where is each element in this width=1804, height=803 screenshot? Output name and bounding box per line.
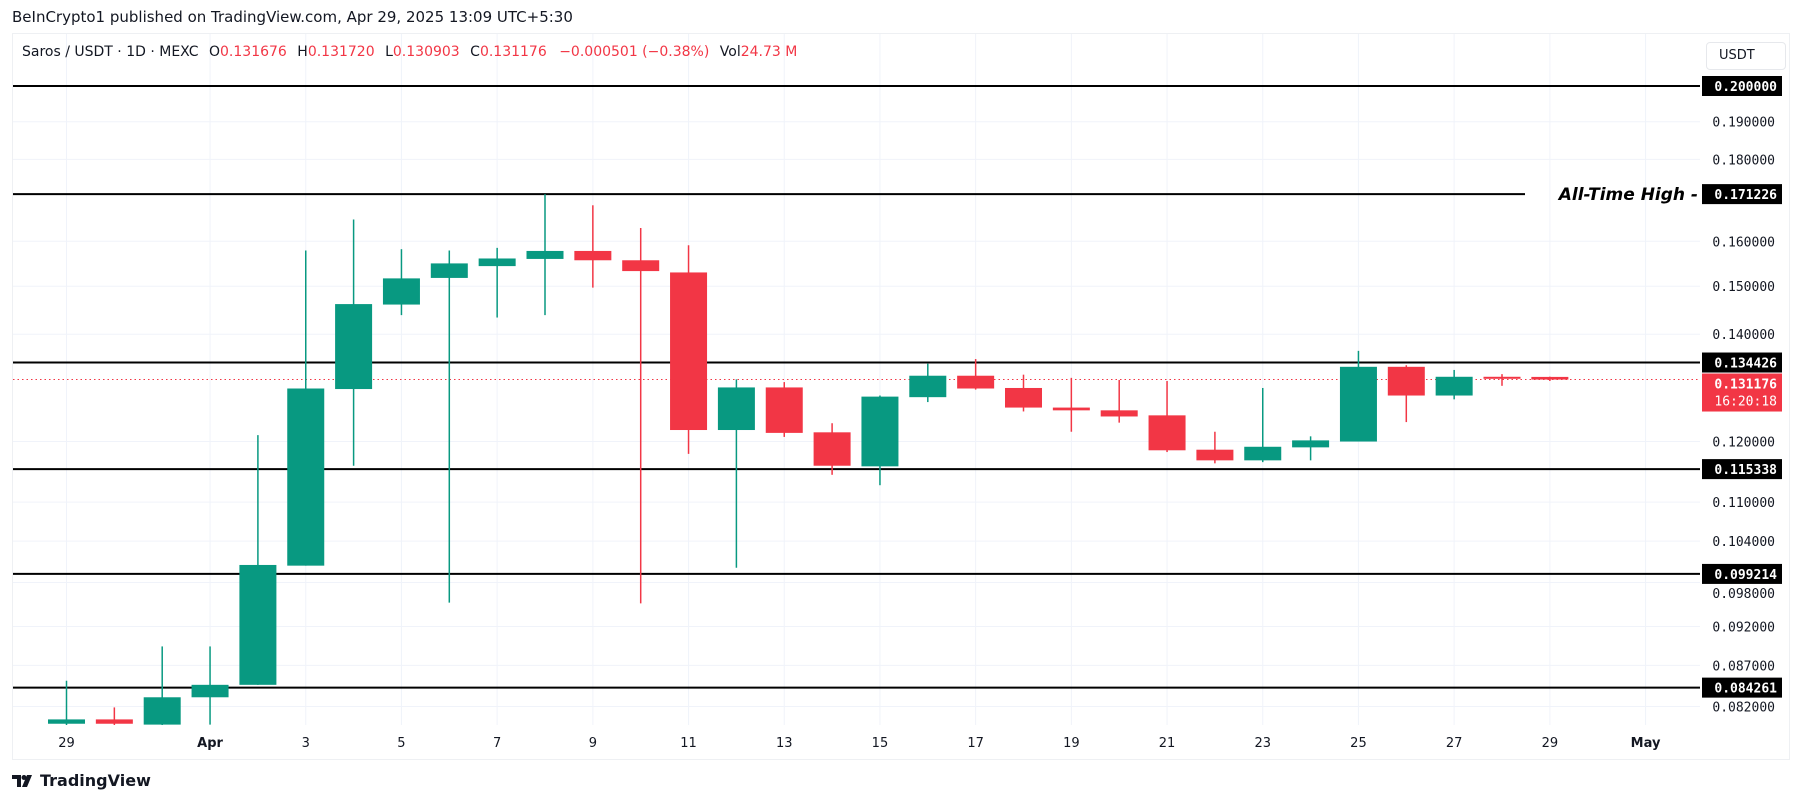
candle-body-up[interactable] [48, 719, 85, 724]
low-value: 0.130903 [392, 44, 460, 60]
x-tick-label: 7 [493, 736, 501, 751]
open-label: O [208, 44, 221, 60]
level-label: 0.099214 [1714, 568, 1777, 583]
x-tick-label: 15 [872, 736, 889, 751]
y-tick-label: 0.190000 [1712, 116, 1775, 131]
tradingview-logo-text: TradingView [40, 771, 151, 790]
candle-body-down[interactable] [622, 260, 660, 272]
candle-body-down[interactable] [1052, 407, 1090, 411]
x-tick-label: 25 [1350, 736, 1367, 751]
level-annotation: All-Time High - [1557, 185, 1698, 205]
candle-body-up[interactable] [430, 263, 468, 278]
level-label-box [1702, 76, 1782, 96]
y-tick-label: 0.140000 [1712, 328, 1775, 343]
candle-body-down[interactable] [95, 719, 133, 724]
candle-body-down[interactable] [1100, 410, 1138, 417]
x-tick-label: 13 [776, 736, 793, 751]
candle-body-up[interactable] [478, 258, 516, 267]
x-tick-label: May [1631, 736, 1661, 751]
last-price-label: 0.131176 [1714, 378, 1777, 393]
candles-group [48, 194, 1569, 725]
symbol-title[interactable]: Saros / USDT · 1D · MEXC [22, 44, 199, 60]
candle-body-up[interactable] [143, 697, 181, 725]
candle-body-down[interactable] [1148, 415, 1186, 451]
candle-body-down[interactable] [1005, 387, 1042, 408]
publisher-line: BeInCrypto1 published on TradingView.com… [12, 8, 573, 26]
y-tick-label: 0.092000 [1712, 620, 1775, 635]
level-label-box [1702, 677, 1782, 698]
candle-body-up[interactable] [1292, 440, 1330, 448]
high-value: 0.131720 [307, 44, 375, 60]
volume-label: Vol [719, 44, 741, 60]
tradingview-logo[interactable]: TradingView [12, 771, 151, 790]
candle-body-up[interactable] [1435, 376, 1473, 396]
x-tick-label: 21 [1159, 736, 1176, 751]
y-tick-label: 0.104000 [1712, 535, 1775, 550]
y-tick-label: 0.087000 [1712, 659, 1775, 674]
tradingview-logo-icon [12, 774, 32, 787]
candle-body-down[interactable] [1531, 376, 1569, 380]
level-label: 0.171226 [1714, 188, 1777, 203]
x-tick-label: 9 [589, 736, 597, 751]
level-label-box [1702, 184, 1782, 205]
y-tick-label: 0.098000 [1712, 587, 1775, 602]
x-tick-label: 27 [1446, 736, 1463, 751]
x-tick-label: Apr [197, 736, 223, 751]
candle-body-up[interactable] [287, 388, 325, 566]
chart-panel [12, 33, 1790, 760]
currency-button[interactable]: USDT [1706, 42, 1786, 70]
candle-body-down[interactable] [765, 387, 803, 433]
x-tick-label: 19 [1063, 736, 1080, 751]
y-tick-label: 0.120000 [1712, 436, 1775, 451]
candle-body-up[interactable] [335, 304, 373, 390]
open-value: 0.131676 [220, 44, 287, 60]
x-tick-label: 29 [1542, 736, 1559, 751]
candle-body-down[interactable] [1196, 449, 1234, 461]
level-label: 0.134426 [1714, 357, 1777, 372]
level-label: 0.084261 [1714, 682, 1777, 697]
volume-value: 24.73 M [740, 44, 798, 60]
close-label: C [470, 44, 480, 60]
y-tick-label: 0.150000 [1712, 280, 1775, 295]
candle-body-up[interactable] [861, 396, 899, 467]
x-tick-label: 11 [680, 736, 697, 751]
candle-body-up[interactable] [239, 564, 277, 685]
candle-body-up[interactable] [909, 375, 947, 398]
level-label: 0.200000 [1714, 80, 1777, 95]
candle-body-up[interactable] [191, 684, 229, 698]
candle-body-up[interactable] [717, 387, 755, 431]
level-label-box [1702, 352, 1782, 373]
bar-countdown: 16:20:18 [1714, 395, 1777, 410]
candle-body-up[interactable] [1339, 366, 1377, 442]
close-value: 0.131176 [479, 44, 547, 60]
candle-body-up[interactable] [382, 278, 420, 305]
y-tick-label: 0.180000 [1712, 153, 1775, 168]
x-tick-label: 5 [397, 736, 405, 751]
candle-body-up[interactable] [1244, 446, 1282, 461]
low-label: L [385, 44, 393, 60]
y-tick-label: 0.082000 [1712, 701, 1775, 716]
candle-body-down[interactable] [670, 272, 708, 431]
high-label: H [297, 44, 308, 60]
candle-body-up[interactable] [526, 250, 564, 259]
y-tick-label: 0.160000 [1712, 235, 1775, 250]
candle-body-down[interactable] [813, 432, 851, 466]
change-value: −0.000501 (−0.38%) [559, 44, 710, 60]
x-tick-label: 3 [302, 736, 310, 751]
x-tick-label: 29 [58, 736, 75, 751]
candle-body-down[interactable] [1483, 376, 1521, 379]
candle-body-down[interactable] [574, 250, 612, 261]
level-label-box [1702, 459, 1782, 480]
ohlc-legend: Saros / USDT · 1D · MEXC O0.131676 H0.13… [22, 44, 797, 60]
candle-body-down[interactable] [1387, 366, 1425, 396]
last-price-label-box [1702, 373, 1782, 412]
candle-body-down[interactable] [957, 375, 995, 389]
y-tick-label: 0.110000 [1712, 496, 1775, 511]
level-label: 0.115338 [1714, 463, 1777, 478]
x-tick-label: 23 [1254, 736, 1271, 751]
level-label-box [1702, 563, 1782, 584]
x-tick-label: 17 [967, 736, 984, 751]
